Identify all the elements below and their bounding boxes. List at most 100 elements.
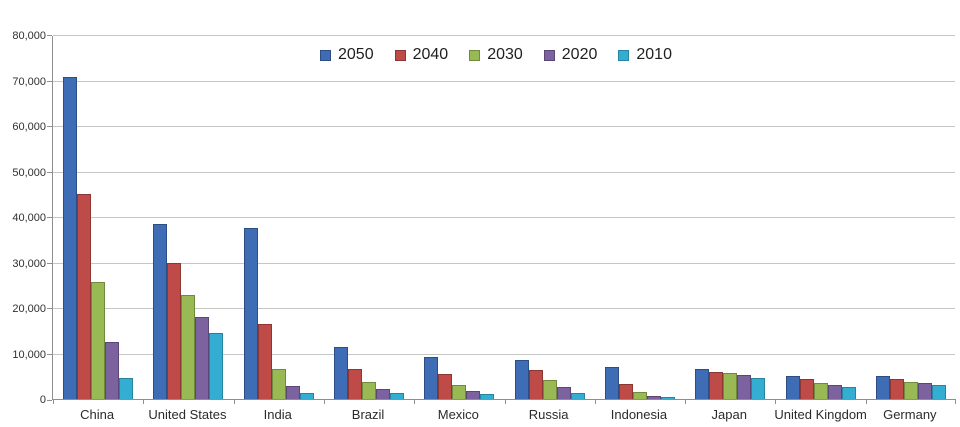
bar-united-kingdom-2040 [799,379,814,399]
bar-indonesia-2030 [632,392,647,399]
y-axis-label: 80,000 [12,30,46,42]
legend-label-2040: 2040 [412,46,449,63]
bar-india-2050 [243,228,258,399]
bar-china-2010 [119,378,134,399]
chart-legend: 2050 2040 2030 2020 2010 [320,47,672,63]
y-axis-tick [47,308,52,309]
x-axis-label-japan: Japan [711,407,747,422]
y-axis-label: 0 [39,394,46,406]
bar-mexico-2050 [424,357,439,399]
bar-group-india [234,36,324,399]
bar-india-2030 [271,369,286,399]
bar-russia-2020 [556,387,571,399]
bar-united-kingdom-2050 [785,376,800,399]
x-axis-tick [323,399,325,404]
y-axis-tick [47,171,52,173]
x-axis-label-india: India [263,407,292,422]
x-axis-tick [594,399,596,404]
bar-indonesia-2010 [660,397,675,399]
bar-japan-2030 [723,373,738,399]
bar-russia-2030 [542,380,557,399]
bar-group-united-kingdom [775,36,865,399]
bar-indonesia-2050 [604,367,619,399]
bar-china-2050 [63,77,78,399]
bar-germany-2030 [903,382,918,399]
bar-brazil-2020 [376,389,391,399]
bar-united-states-2050 [153,224,168,399]
x-axis-label-germany: Germany [883,407,937,422]
bar-mexico-2040 [438,374,453,399]
bar-united-kingdom-2010 [841,387,856,399]
gridline [53,171,955,173]
x-axis-label-china: China [80,407,115,422]
bar-group-russia [505,36,595,399]
bar-japan-2010 [751,378,766,399]
y-axis-tick [47,35,52,36]
legend-swatch-2020 [543,49,555,61]
bar-germany-2040 [889,379,904,399]
bar-china-2020 [105,342,120,399]
bar-germany-2020 [917,383,932,399]
x-axis-tick [504,399,506,404]
bar-india-2010 [299,393,314,399]
bar-united-kingdom-2020 [827,385,842,399]
x-axis-tick [143,399,145,404]
legend-item-2050: 2050 [320,47,374,63]
bar-group-mexico [414,36,504,399]
plot-area [47,35,956,404]
legend-swatch-2050 [320,49,331,61]
gridline [53,217,955,218]
x-axis-tick [414,399,416,404]
x-axis-label-united-kingdom: United Kingdom [774,407,867,422]
legend-label-2020: 2020 [561,46,598,63]
bar-japan-2040 [709,372,724,399]
legend-item-2040: 2040 [394,46,449,63]
bar-group-germany [866,36,956,399]
gridline [53,353,955,355]
x-axis-label-indonesia: Indonesia [610,407,668,422]
x-axis-label-mexico: Mexico [437,407,479,422]
bar-mexico-2010 [480,394,495,399]
bar-germany-2010 [931,385,946,399]
bar-group-china [53,36,143,399]
y-axis-tick [47,262,52,264]
y-axis-tick [47,126,52,127]
x-axis-label-russia: Russia [528,407,569,422]
legend-swatch-2040 [394,49,406,61]
y-axis-label: 60,000 [12,121,46,133]
bar-mexico-2020 [466,391,481,399]
bar-china-2040 [77,194,92,399]
bar-united-states-2040 [167,263,182,399]
bar-indonesia-2040 [618,384,633,399]
bar-japan-2020 [737,375,752,399]
x-axis-tick [955,399,956,404]
bar-united-states-2020 [195,317,210,399]
gridline [53,80,955,82]
bar-united-states-2010 [209,333,224,399]
bar-group-indonesia [595,36,685,399]
x-axis-label-united-states: United States [148,407,227,422]
y-axis-label: 40,000 [12,212,46,224]
x-axis-tick [865,399,867,404]
legend-swatch-2010 [618,49,630,61]
bar-india-2020 [285,386,300,399]
legend-item-2020: 2020 [543,46,598,63]
y-axis-tick [47,353,52,355]
gridline [53,308,955,309]
y-axis-label: 20,000 [12,303,46,315]
bar-group-united-states [143,36,233,399]
legend-item-2010: 2010 [618,47,672,63]
y-axis-label: 10,000 [12,348,46,361]
legend-swatch-2030 [469,49,481,61]
x-axis-tick [685,399,687,404]
bar-germany-2050 [875,376,890,399]
bar-group-japan [685,36,775,399]
x-axis-tick [775,399,777,404]
y-axis-label: 70,000 [12,75,46,88]
y-axis-label: 50,000 [12,166,46,179]
bar-russia-2050 [514,360,529,399]
bar-brazil-2010 [390,393,405,399]
y-axis-tick [47,400,52,401]
legend-item-2030: 2030 [469,47,523,63]
